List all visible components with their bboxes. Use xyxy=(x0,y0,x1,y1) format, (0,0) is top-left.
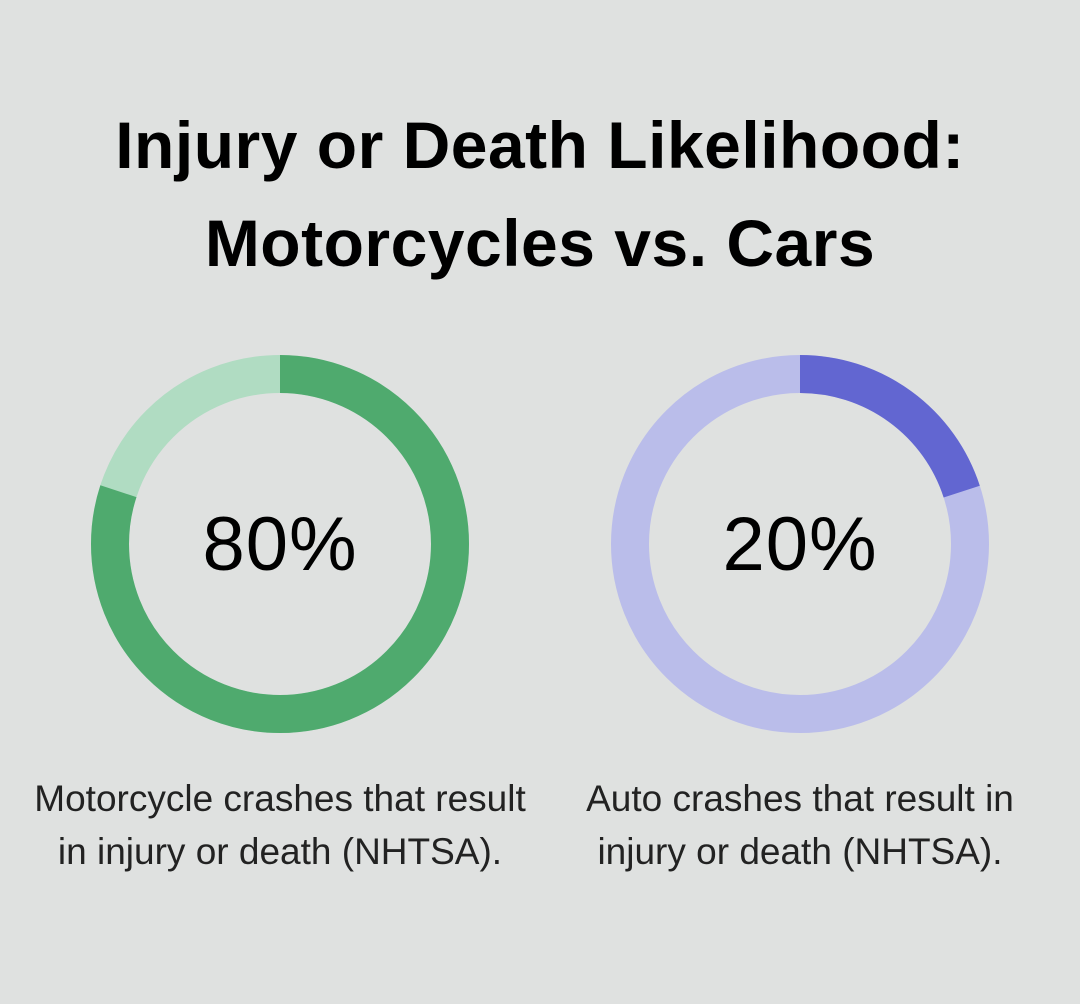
motorcycle-percent-label: 80% xyxy=(202,501,358,587)
title-line-1: Injury or Death Likelihood: xyxy=(115,108,965,182)
title-line-2: Motorcycles vs. Cars xyxy=(204,206,876,280)
motorcycle-caption: Motorcycle crashes that result in injury… xyxy=(34,778,526,872)
auto-donut-chart: 20% xyxy=(611,355,989,733)
auto-donut-value-arc xyxy=(611,355,989,733)
auto-donut-svg xyxy=(611,355,989,733)
auto-percent-label: 20% xyxy=(722,501,878,587)
motorcycle-donut-svg xyxy=(91,355,469,733)
motorcycle-donut-value-arc xyxy=(91,355,469,733)
page-title: Injury or Death Likelihood: Motorcycles … xyxy=(0,96,1080,292)
auto-caption: Auto crashes that result in injury or de… xyxy=(586,778,1014,872)
motorcycle-donut-chart: 80% xyxy=(91,355,469,733)
